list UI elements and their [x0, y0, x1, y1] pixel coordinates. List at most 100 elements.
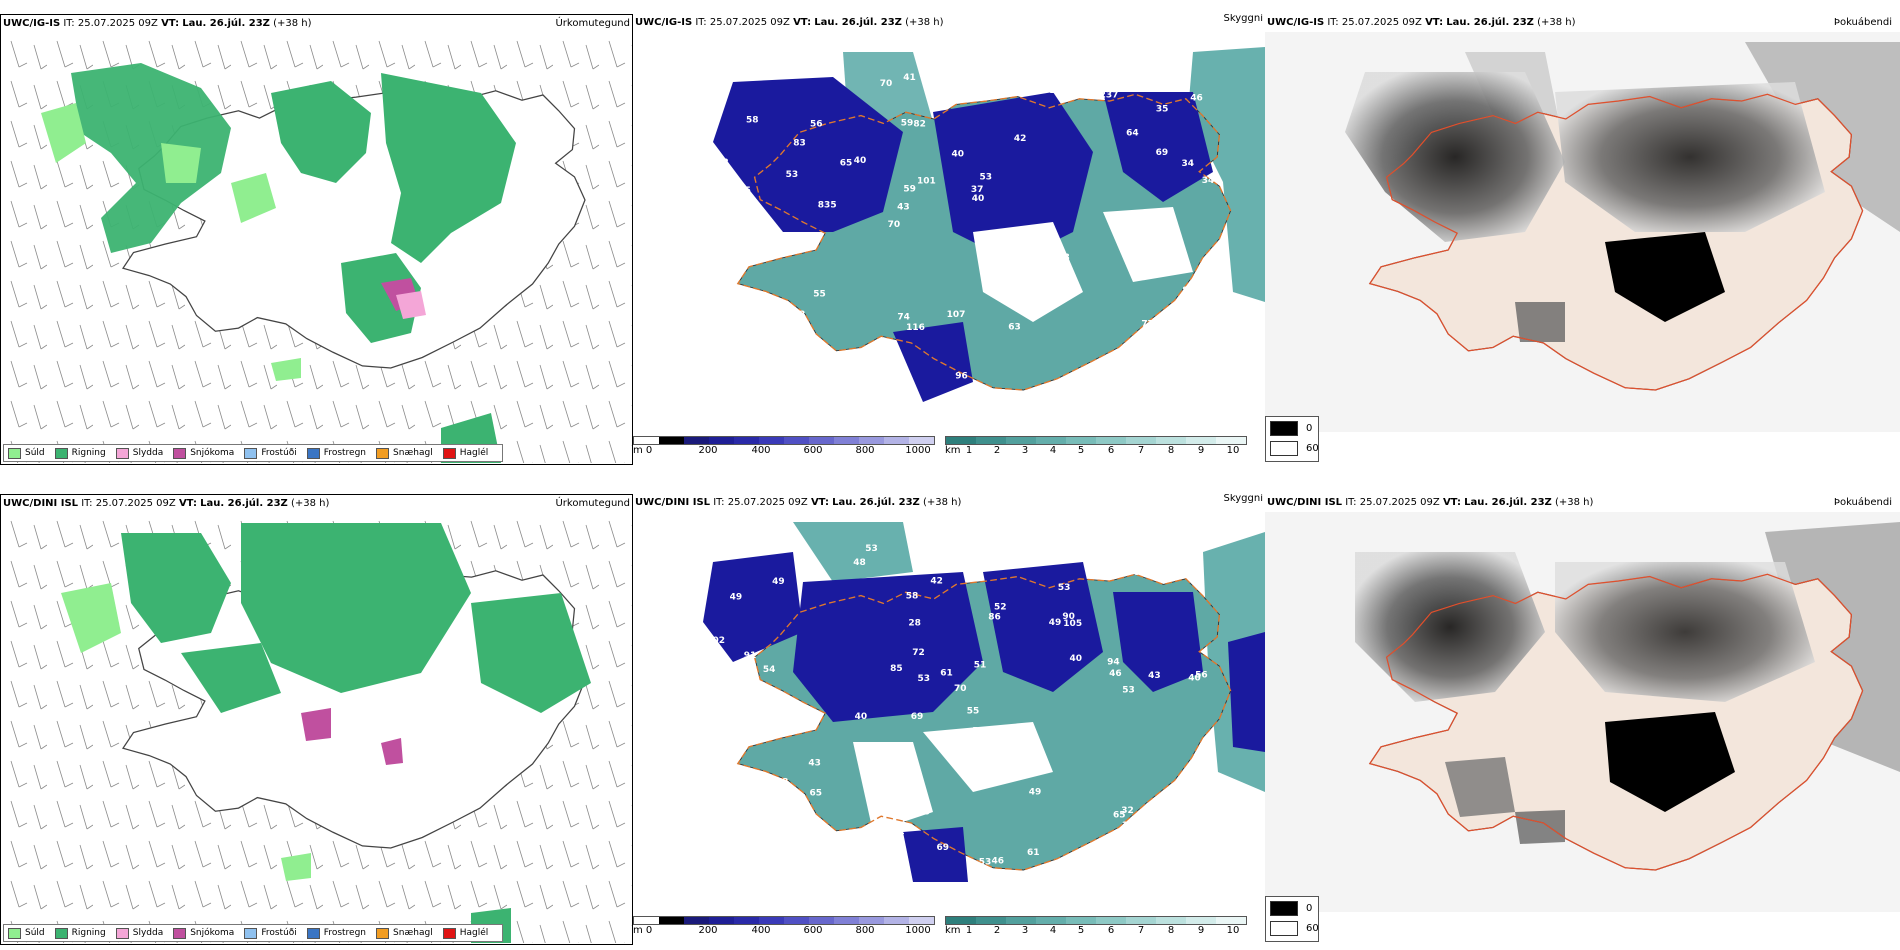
cloud-base-label: 89 [990, 72, 1003, 82]
cloud-labels: 47 45 35 70 42 44 59 40 45 40 54 46 82 53 63 58 41 34 35 69… [710, 61, 1214, 386]
cloud-base-label: 72 [892, 827, 905, 837]
fog-panel-row1: UWC/IG-IS IT: 25.07.2025 09Z VT: Lau. 26… [1265, 14, 1900, 465]
colorbar-cell [734, 437, 759, 444]
tick: 8 [1167, 925, 1175, 936]
cloud-base-label: 49 [1049, 618, 1062, 628]
tick: 2 [993, 925, 1001, 936]
panel-title: Skyggni [1223, 494, 1263, 504]
legend-label: Slydda [132, 928, 164, 938]
cloud-base-label: 364 [925, 61, 944, 71]
fog-map [1265, 512, 1900, 912]
colorbar-cell [834, 437, 859, 444]
cloud-base-label: 62 [762, 376, 775, 386]
it-label: IT: [695, 17, 707, 28]
colorbar-cell [759, 917, 784, 924]
cloud-base-label: 90 [1062, 612, 1075, 622]
vt-label: VT: [793, 17, 812, 28]
panel-title: Þokuábendi [1833, 497, 1892, 508]
vt-value: Lau. 26.júl. 23Z [200, 498, 288, 509]
cloud-base-label: 83 [793, 139, 806, 149]
panel-title: Úrkomutegund [555, 498, 630, 509]
panel-title: Skyggni [1223, 14, 1263, 24]
cloud-base-label: 70 [888, 220, 901, 230]
colorbar-cell [634, 437, 659, 444]
cloud-base-label: 119 [719, 371, 738, 381]
legend-label: Frostregn [323, 448, 367, 458]
colorbar-cell [809, 917, 834, 924]
cloud-base-label: 41 [1021, 280, 1034, 290]
cloud-base-label: 58 [906, 591, 919, 601]
swatch-snjokoma [173, 447, 187, 459]
colorbar-cell [1216, 437, 1246, 444]
panel-title: Þokuábendi [1833, 17, 1892, 28]
cloud-base-label: 40 [972, 194, 985, 204]
vis-strip [945, 916, 1247, 925]
cloud-base-label: 34 [1182, 159, 1195, 169]
tick: 7 [1137, 925, 1145, 936]
colorbar-cell [976, 437, 1006, 444]
precip-legend: Súld Rigning Slydda Snjókoma Frostúði Fr… [3, 444, 504, 462]
model-name: UWC/IG-IS [3, 18, 61, 29]
colorbar-cell [909, 437, 934, 444]
vt-value: Lau. 26.júl. 23Z [182, 18, 270, 29]
cloud-base-label: 59 [1141, 559, 1154, 569]
cloud-base-label: 40 [1188, 674, 1201, 684]
vt-label: VT: [1425, 17, 1444, 28]
swatch-rigning [54, 447, 68, 459]
cloud-base-label: 38 [917, 808, 930, 818]
cloud-base-label: 63 [1008, 322, 1021, 332]
colorbar-cell [859, 917, 884, 924]
tick: 3 [1021, 925, 1029, 936]
colorbar-cell [809, 437, 834, 444]
vt-label: VT: [810, 497, 829, 508]
it-value: 25.07.2025 09Z [709, 17, 790, 28]
cloud-base-label: 104 [1122, 821, 1141, 831]
fog-legend-light: 60 [1270, 441, 1319, 456]
height-strip [633, 916, 935, 925]
cloud-base-label: 40 [1070, 654, 1083, 664]
panel-header: UWC/IG-IS IT: 25.07.2025 09Z VT: Lau. 26… [635, 14, 1263, 30]
colorbar-cell [1186, 437, 1216, 444]
cloud-base-label: 28 [908, 618, 921, 628]
cloud-base-label: 85 [890, 664, 903, 674]
cloud-base-label: 105 [1063, 619, 1082, 629]
fog-legend-light-label: 60 [1306, 923, 1319, 934]
fog-legend-light-label: 60 [1306, 443, 1319, 454]
colorbar-cell [759, 437, 784, 444]
colorbar-cell [684, 917, 709, 924]
model-name: UWC/DINI ISL [635, 497, 711, 508]
tick: 8 [1167, 445, 1175, 456]
cloud-panel-row2: UWC/DINI ISL IT: 25.07.2025 09Z VT: Lau.… [633, 494, 1265, 945]
cloud-base-label: 45 [738, 186, 751, 196]
legend-label: Súld [25, 448, 45, 458]
tick: 10 [1226, 445, 1240, 456]
legend-item: Frostregn [306, 447, 367, 459]
swatch-rigning [54, 927, 68, 939]
vt-value: Lau. 26.júl. 23Z [814, 17, 902, 28]
cloud-base-label: 27 [1050, 86, 1063, 96]
it-label: IT: [63, 18, 75, 29]
cloud-base-label: 116 [906, 323, 925, 333]
cloud-base-label: 46 [797, 327, 810, 337]
panel-title: Úrkomutegund [555, 18, 630, 29]
cloud-base-label: 43 [808, 758, 821, 768]
vt-value: Lau. 26.júl. 23Z [832, 497, 920, 508]
panel-header: UWC/DINI ISL IT: 25.07.2025 09Z VT: Lau.… [3, 497, 630, 511]
legend-label: Frostúði [261, 928, 297, 938]
cloud-base-label: 61 [741, 298, 754, 308]
legend-label: Frostúði [261, 448, 297, 458]
tick: 800 [855, 445, 875, 456]
swatch-frostudi [244, 447, 258, 459]
cloud-base-label: 60 [862, 858, 875, 868]
legend-label: Súld [25, 928, 45, 938]
precip-legend: Súld Rigning Slydda Snjókoma Frostúði Fr… [3, 924, 504, 942]
tick: 0 [645, 925, 653, 936]
height-unit: m [633, 445, 643, 456]
precip-areas [41, 63, 516, 463]
colorbar-cell [1156, 437, 1186, 444]
cloud-base-label: 28 [723, 361, 736, 371]
colorbar-cell [1096, 917, 1126, 924]
tick: 1 [965, 925, 973, 936]
